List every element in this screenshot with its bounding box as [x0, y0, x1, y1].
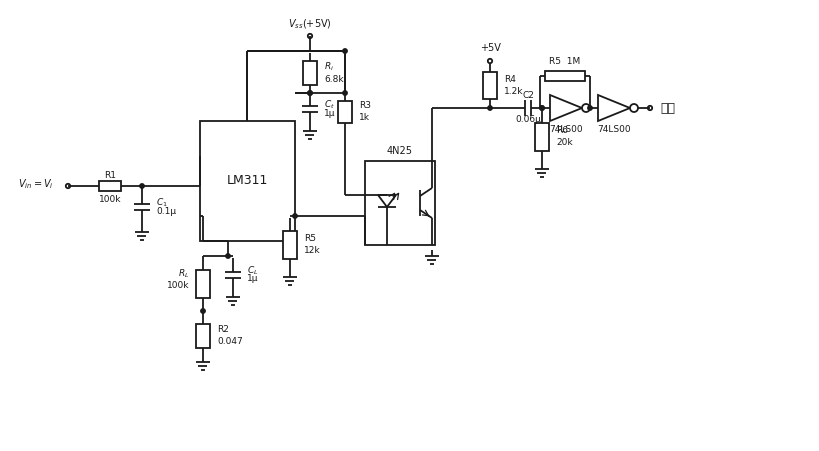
- Circle shape: [647, 106, 651, 110]
- Text: 1.2k: 1.2k: [504, 87, 523, 96]
- Circle shape: [139, 184, 144, 188]
- Text: 0.1μ: 0.1μ: [156, 207, 176, 216]
- Text: $C_t$: $C_t$: [324, 99, 335, 111]
- Bar: [364, 161, 434, 245]
- Text: 1μ: 1μ: [247, 274, 258, 283]
- Text: $C_1$: $C_1$: [156, 197, 168, 209]
- Text: 1μ: 1μ: [324, 109, 335, 118]
- Circle shape: [342, 91, 346, 95]
- Text: 74LS00: 74LS00: [596, 125, 630, 134]
- Text: 74LS00: 74LS00: [549, 125, 582, 134]
- Bar: [534, 123, 549, 151]
- Circle shape: [587, 106, 591, 110]
- Bar: [196, 270, 210, 298]
- Text: R3: R3: [359, 101, 370, 110]
- Text: R5: R5: [304, 234, 315, 243]
- Text: $R_L$: $R_L$: [178, 268, 188, 280]
- Text: 12k: 12k: [304, 246, 320, 255]
- Text: LM311: LM311: [227, 175, 268, 188]
- Text: 4N25: 4N25: [387, 146, 413, 156]
- Text: $C_L$: $C_L$: [247, 264, 258, 277]
- Circle shape: [487, 59, 491, 63]
- Circle shape: [201, 309, 205, 313]
- Circle shape: [342, 49, 346, 53]
- Text: R5  1M: R5 1M: [549, 57, 580, 66]
- Bar: [196, 324, 210, 348]
- Text: R1: R1: [104, 171, 115, 180]
- Circle shape: [487, 106, 491, 110]
- Text: 100k: 100k: [98, 195, 121, 204]
- Text: 20k: 20k: [555, 138, 572, 147]
- Circle shape: [539, 106, 544, 110]
- Text: 输出: 输出: [659, 101, 675, 115]
- Circle shape: [307, 34, 312, 38]
- Text: $V_{in}=V_i$: $V_{in}=V_i$: [18, 177, 53, 191]
- Text: $R_i$: $R_i$: [324, 61, 333, 73]
- Circle shape: [66, 184, 70, 188]
- Circle shape: [307, 91, 312, 95]
- Bar: [99, 181, 121, 191]
- Circle shape: [539, 106, 544, 110]
- Text: 0.047: 0.047: [217, 337, 242, 346]
- Text: R4: R4: [504, 75, 515, 84]
- Text: 1k: 1k: [359, 114, 369, 123]
- Bar: [283, 230, 296, 258]
- Bar: [545, 71, 584, 81]
- Text: C2: C2: [522, 92, 533, 101]
- Text: 6.8k: 6.8k: [324, 74, 343, 83]
- Text: $V_{ss}$(+5V): $V_{ss}$(+5V): [287, 17, 332, 31]
- Circle shape: [225, 254, 230, 258]
- Circle shape: [307, 91, 312, 95]
- Circle shape: [292, 214, 296, 218]
- Text: R2: R2: [217, 326, 229, 335]
- Text: 100k: 100k: [166, 281, 188, 290]
- Bar: [337, 101, 351, 124]
- Bar: [482, 72, 496, 99]
- Bar: [303, 61, 317, 85]
- Text: R6: R6: [555, 126, 568, 135]
- Text: +5V: +5V: [479, 43, 500, 53]
- Bar: [200, 121, 295, 241]
- Text: 0.06μ: 0.06μ: [514, 115, 541, 124]
